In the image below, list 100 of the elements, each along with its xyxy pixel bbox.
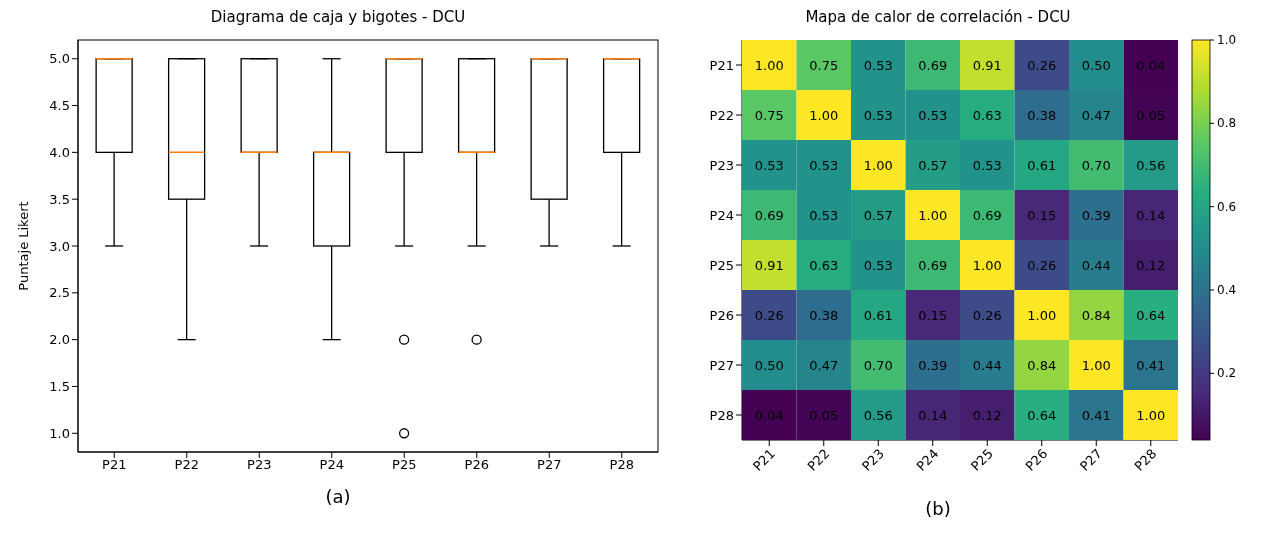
data-label: 0.53: [918, 107, 948, 123]
color-bar-label: 1.0: [1217, 33, 1237, 47]
data-label: 0.75: [809, 57, 839, 73]
x-tick-label: P26: [1022, 446, 1051, 474]
y-tick-label: 2.0: [49, 332, 70, 348]
data-label: 0.38: [1027, 107, 1057, 123]
data-label: 0.26: [1027, 57, 1057, 73]
data-label: 0.26: [754, 307, 784, 323]
data-label: 0.50: [1081, 57, 1111, 73]
data-label: 0.70: [863, 357, 893, 373]
y-tick-label: P21: [709, 57, 734, 73]
x-tick-label: P24: [913, 446, 942, 474]
data-label: 0.39: [1081, 207, 1111, 223]
data-label: 0.69: [754, 207, 784, 223]
data-label: 0.63: [809, 257, 839, 273]
data-label: 0.14: [1136, 207, 1166, 223]
data-label: 0.44: [972, 357, 1002, 373]
data-label: 0.41: [1081, 407, 1111, 423]
x-tick-label: P25: [392, 457, 417, 473]
data-label: 0.04: [754, 407, 784, 423]
y-tick-label: 2.5: [49, 285, 70, 301]
x-tick-label: P23: [247, 457, 272, 473]
data-label: 0.53: [754, 157, 784, 173]
data-label: 0.69: [972, 207, 1002, 223]
x-tick-label: P21: [750, 446, 778, 474]
x-tick-label: P22: [804, 446, 833, 474]
data-label: 0.61: [1027, 157, 1057, 173]
data-label: 1.00: [809, 107, 839, 123]
text: (a): [324, 486, 352, 507]
y-tick-label: P27: [709, 357, 734, 373]
y-tick-label: 3.0: [49, 238, 70, 254]
data-label: 0.56: [1136, 157, 1166, 173]
y-tick-label: P25: [709, 257, 734, 273]
x-tick-label: P27: [537, 457, 562, 473]
data-label: 0.57: [918, 157, 948, 173]
x-tick-label: P22: [174, 457, 199, 473]
data-label: 0.26: [972, 307, 1002, 323]
data-label: 0.38: [809, 307, 839, 323]
data-label: 0.91: [972, 57, 1002, 73]
y-tick-label: 4.5: [49, 98, 70, 114]
data-label: 0.53: [809, 157, 839, 173]
color-bar-label: 0.2: [1217, 366, 1237, 381]
x-tick-label: P28: [1131, 446, 1160, 474]
y-tick-label: P28: [709, 407, 734, 423]
data-label: 0.26: [1027, 257, 1057, 273]
data-label: 0.50: [754, 357, 784, 373]
data-label: 1.00: [972, 257, 1002, 273]
color-bar-label: 0.8: [1217, 116, 1237, 131]
data-label: 0.04: [1136, 57, 1166, 73]
data-label: 0.63: [972, 107, 1002, 123]
data-label: 0.61: [863, 307, 893, 323]
data-label: 0.64: [1136, 307, 1166, 323]
x-tick-label: P28: [609, 457, 634, 473]
data-label: 0.53: [863, 107, 893, 123]
text: (b): [924, 498, 952, 519]
y-tick-label: P22: [709, 107, 734, 123]
data-label: 0.57: [863, 207, 893, 223]
x-tick-label: P23: [859, 446, 887, 474]
data-label: 1.00: [1081, 357, 1111, 373]
data-label: 0.70: [1081, 157, 1111, 173]
data-label: 0.75: [754, 107, 784, 123]
y-tick-label: P23: [709, 157, 734, 173]
data-label: 0.56: [863, 407, 893, 423]
chart-title: Diagrama de caja y bigotes - DCU: [209, 8, 467, 28]
data-label: 0.64: [1027, 407, 1057, 423]
x-tick-label: P21: [102, 457, 127, 473]
data-label: 0.84: [1027, 357, 1057, 373]
chart-title: Mapa de calor de correlación - DCU: [804, 8, 1072, 28]
data-label: 0.12: [1136, 257, 1166, 273]
data-label: 0.14: [918, 407, 948, 423]
data-label: 1.00: [918, 207, 948, 223]
data-label: 0.15: [1027, 207, 1057, 223]
data-label: 0.69: [918, 57, 948, 73]
data-label: 0.53: [863, 257, 893, 273]
y-tick-label: 5.0: [49, 51, 70, 67]
data-label: 1.00: [1027, 307, 1057, 323]
data-label: 0.53: [972, 157, 1002, 173]
data-label: 0.91: [754, 257, 784, 273]
color-bar-label: 0.4: [1217, 283, 1237, 297]
data-label: 0.39: [918, 357, 948, 373]
y-axis-title: Puntaje Likert: [15, 201, 31, 291]
data-label: 0.05: [809, 407, 839, 423]
data-label: 1.00: [1136, 407, 1166, 423]
data-label: 0.69: [918, 257, 948, 273]
y-tick-label: 4.0: [49, 144, 70, 160]
data-label: 1.00: [863, 157, 893, 173]
y-tick-label: P24: [709, 207, 734, 223]
y-tick-label: 1.0: [49, 425, 70, 441]
x-tick-label: P25: [968, 446, 996, 474]
y-tick-label: P26: [709, 307, 734, 323]
data-label: 0.05: [1136, 107, 1166, 123]
x-tick-label: P24: [319, 457, 344, 473]
data-label: 0.53: [863, 57, 893, 73]
data-label: 0.44: [1081, 257, 1111, 273]
data-label: 0.47: [1081, 107, 1111, 123]
y-tick-label: 1.5: [49, 379, 70, 395]
color-bar-label: 0.6: [1217, 199, 1237, 214]
y-tick-label: 3.5: [49, 191, 70, 207]
data-label: 0.84: [1081, 307, 1111, 323]
data-label: 1.00: [754, 57, 784, 73]
